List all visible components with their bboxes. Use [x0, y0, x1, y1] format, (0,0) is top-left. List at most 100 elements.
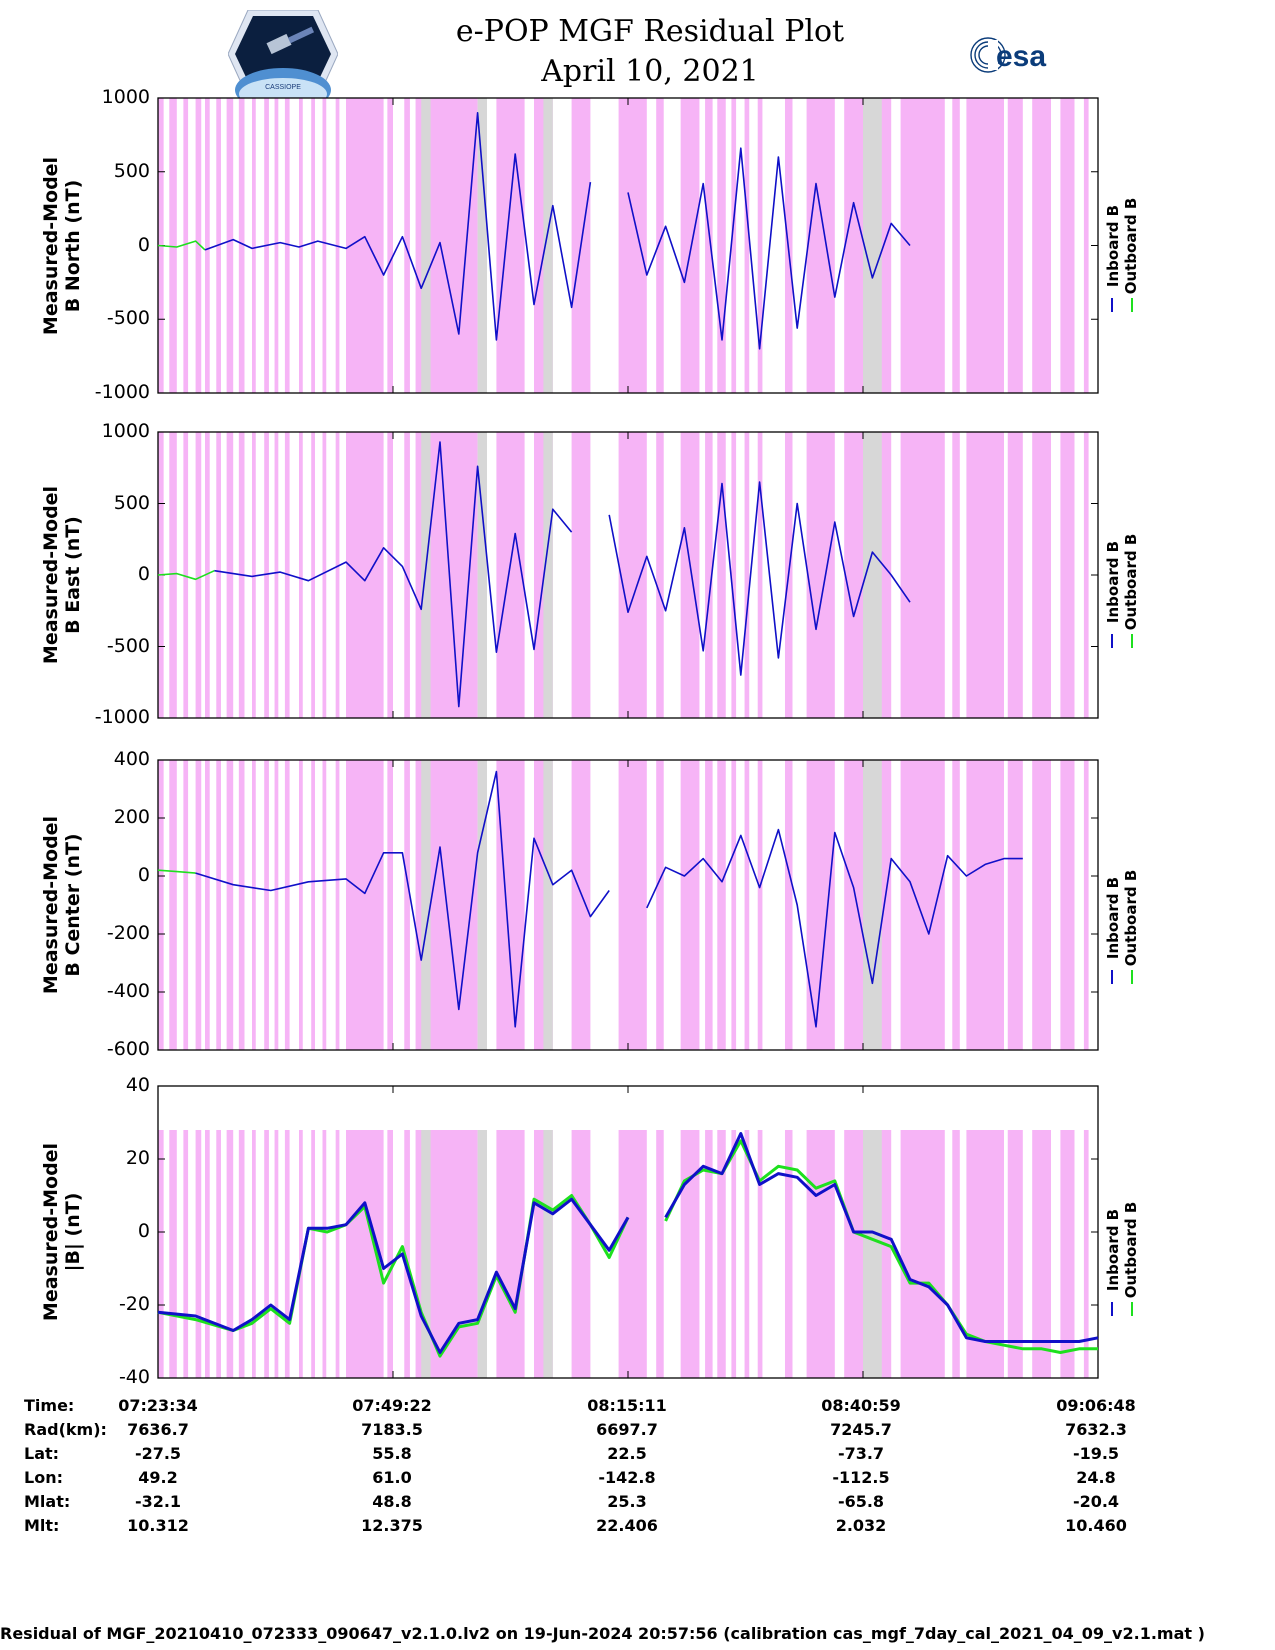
y-axis-label-line: Measured-Model: [40, 485, 62, 665]
table-cell: -27.5: [134, 1444, 182, 1463]
y-axis-label: Measured-Model B East (nT): [40, 425, 84, 725]
pink-band: [731, 432, 737, 718]
panel-3: [157, 759, 1133, 1051]
inboard-series-line: [195, 770, 1023, 1028]
pink-band: [618, 98, 647, 393]
pink-band: [656, 1130, 664, 1378]
table-cell: 55.8: [372, 1444, 412, 1463]
y-tick-label: 0: [137, 233, 150, 256]
y-tick-label: -400: [106, 980, 150, 1002]
panel-2: [157, 431, 1133, 719]
pink-band: [757, 98, 763, 393]
pink-band: [1060, 432, 1075, 718]
pink-band: [238, 760, 245, 1050]
legend-inboard-label: Inboard B: [1104, 204, 1122, 288]
pink-band: [618, 432, 647, 718]
outboard-series-line: [157, 240, 206, 251]
gray-band: [421, 432, 431, 718]
y-tick-label: 500: [113, 159, 150, 182]
y-axis-label-line: |B| (nT): [62, 1192, 84, 1272]
table-cell: 7632.3: [1065, 1420, 1127, 1439]
outboard-series-line: [157, 869, 196, 874]
pink-band: [311, 760, 315, 1050]
y-tick-label: 1000: [101, 420, 150, 442]
cassiope-logo-text: CASSIOPE: [265, 84, 301, 91]
pink-band: [335, 760, 340, 1050]
pink-band: [252, 432, 256, 718]
y-tick-label: 200: [113, 806, 150, 828]
y-tick-label: -500: [106, 307, 150, 330]
pink-band: [226, 98, 234, 393]
pink-band: [238, 1130, 245, 1378]
pink-band: [1007, 760, 1023, 1050]
pink-band: [496, 1130, 525, 1378]
table-cell: 2.032: [835, 1516, 887, 1535]
panel-4: [157, 1085, 1133, 1379]
pink-band: [311, 98, 315, 393]
pink-band: [264, 432, 269, 718]
table-cell: -112.5: [832, 1468, 890, 1487]
y-axis-label: Measured-Model B Center (nT): [40, 755, 84, 1055]
pink-band: [1032, 98, 1051, 393]
legend-outboard-label: Outboard B: [1122, 533, 1140, 631]
pink-band: [496, 98, 525, 393]
table-cell: 7245.7: [830, 1420, 892, 1439]
pink-band: [1083, 760, 1089, 1050]
y-tick-label: 400: [113, 748, 150, 770]
pink-band: [346, 760, 384, 1050]
pink-band: [299, 760, 303, 1050]
gray-band: [477, 760, 487, 1050]
y-axis-label-line: Measured-Model: [40, 815, 62, 995]
pink-band: [618, 760, 647, 1050]
cassiope-logo: CASSIOPE: [228, 10, 338, 98]
pink-band: [322, 98, 327, 393]
pink-band: [900, 98, 945, 393]
gray-band: [863, 98, 882, 393]
pink-band: [757, 1130, 763, 1378]
pink-band: [299, 1130, 303, 1378]
legend: Inboard B Outboard B: [1104, 176, 1140, 316]
legend-inboard-label: Inboard B: [1104, 540, 1122, 624]
pink-band: [744, 1130, 750, 1378]
table-row-label: Lat:: [24, 1444, 60, 1463]
table-cell: 07:49:22: [352, 1396, 432, 1415]
pink-band: [183, 98, 189, 393]
pink-band: [169, 1130, 177, 1378]
pink-band: [900, 760, 945, 1050]
pink-band: [966, 98, 1004, 393]
chart-date: April 10, 2021: [541, 54, 759, 89]
table-cell: -20.4: [1072, 1492, 1120, 1511]
pink-band: [966, 760, 1004, 1050]
inboard-series-line: [214, 441, 911, 708]
legend: Inboard B Outboard B: [1104, 512, 1140, 652]
gray-band: [543, 760, 553, 1050]
pink-band: [299, 432, 303, 718]
pink-band: [404, 98, 410, 393]
esa-logo-text: esa: [996, 40, 1046, 73]
pink-band: [744, 760, 750, 1050]
table-row-label: Mlat:: [24, 1492, 71, 1511]
gray-band: [421, 98, 431, 393]
table-cell: 61.0: [372, 1468, 412, 1487]
pink-band: [284, 1130, 290, 1378]
esa-logo: esa: [970, 37, 1046, 73]
pink-band: [226, 432, 234, 718]
pink-band: [1083, 98, 1089, 393]
pink-band: [705, 432, 713, 718]
pink-band: [205, 98, 210, 393]
pink-band: [274, 98, 279, 393]
pink-band: [680, 432, 700, 718]
pink-band: [806, 760, 835, 1050]
pink-band: [731, 760, 737, 1050]
y-axis-label: Measured-Model |B| (nT): [40, 1082, 84, 1382]
gray-band: [477, 432, 487, 718]
pink-band: [656, 432, 664, 718]
pink-band: [264, 1130, 269, 1378]
table-cell: 07:23:34: [118, 1396, 198, 1415]
pink-band: [195, 760, 202, 1050]
table-cell: -73.7: [837, 1444, 885, 1463]
pink-band: [1032, 760, 1051, 1050]
y-tick-label: -1000: [94, 706, 150, 728]
pink-band: [252, 760, 256, 1050]
